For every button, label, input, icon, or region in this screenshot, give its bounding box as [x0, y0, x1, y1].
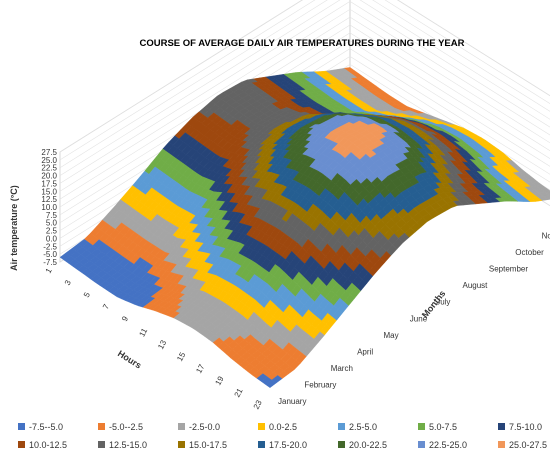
z-tick-label: 27.5: [41, 148, 57, 157]
legend-swatch: [18, 441, 25, 448]
legend-swatch: [338, 423, 345, 430]
legend-label: 0.0-2.5: [269, 422, 297, 432]
legend-swatch: [18, 423, 25, 430]
z-tick-label: -5.0: [43, 250, 57, 259]
z-tick-label: 10.0: [41, 203, 57, 212]
gridline: [59, 0, 550, 168]
z-axis-title: Air temperature (°C): [9, 185, 19, 271]
months-axis-ticks: January February March April May June July Augu…: [278, 232, 550, 407]
legend-swatch: [338, 441, 345, 448]
hours-axis-title: Hours: [116, 348, 143, 370]
legend-label: 10.0-12.5: [29, 440, 67, 450]
z-axis-ticks: 27.525.022.520.017.515.012.510.07.55.02.…: [41, 148, 57, 267]
gridline: [59, 16, 550, 200]
legend-label: 7.5-10.0: [509, 422, 542, 432]
z-tick-label: 5.0: [46, 219, 58, 228]
legend-label: -2.5-0.0: [189, 422, 220, 432]
hour-tick-label: 15: [175, 350, 187, 363]
month-tick-label: July: [436, 298, 450, 307]
gridline: [59, 0, 550, 176]
month-tick-label: March: [331, 364, 353, 373]
legend-swatch: [98, 441, 105, 448]
hour-tick-label: 11: [137, 326, 149, 338]
gridline: [59, 24, 550, 208]
month-tick-label: May: [384, 331, 399, 340]
month-tick-label: November: [542, 232, 550, 241]
legend-label: 12.5-15.0: [109, 440, 147, 450]
legend-swatch: [418, 441, 425, 448]
z-tick-label: 17.5: [41, 179, 57, 188]
chart-title: COURSE OF AVERAGE DAILY AIR TEMPERATURES…: [140, 38, 465, 49]
surface-plot: [59, 67, 550, 388]
legend-label: 25.0-27.5: [509, 440, 547, 450]
legend-swatch: [498, 441, 505, 448]
legend-label: -5.0--2.5: [109, 422, 143, 432]
z-tick-label: 7.5: [46, 211, 58, 220]
legend-swatch: [418, 423, 425, 430]
gridline: [59, 0, 550, 161]
hour-tick-label: 3: [63, 278, 73, 287]
hour-tick-label: 19: [213, 374, 225, 387]
z-tick-label: 2.5: [46, 227, 58, 236]
legend: -7.5--5.0 -5.0--2.5 -2.5-0.0 0.0-2.5 2.5-5.0…: [18, 422, 547, 450]
hour-tick-label: 7: [101, 302, 111, 311]
month-tick-label: January: [278, 397, 306, 406]
hour-tick-label: 13: [156, 338, 168, 351]
gridline: [59, 32, 550, 216]
z-tick-label: 12.5: [41, 195, 57, 204]
legend-swatch: [498, 423, 505, 430]
legend-label: 17.5-20.0: [269, 440, 307, 450]
z-tick-label: 0.0: [46, 234, 58, 243]
legend-swatch: [258, 441, 265, 448]
legend-label: 15.0-17.5: [189, 440, 227, 450]
legend-swatch: [98, 423, 105, 430]
gridline: [59, 8, 550, 192]
legend-label: 22.5-25.0: [429, 440, 467, 450]
month-tick-label: April: [357, 347, 373, 356]
hour-tick-label: 17: [194, 362, 206, 375]
hour-tick-label: 23: [252, 398, 264, 411]
legend-label: 2.5-5.0: [349, 422, 377, 432]
legend-label: 20.0-22.5: [349, 440, 387, 450]
z-tick-label: 25.0: [41, 156, 57, 165]
z-tick-label: -7.5: [43, 258, 57, 267]
legend-swatch: [178, 441, 185, 448]
legend-label: -7.5--5.0: [29, 422, 63, 432]
z-tick-label: -2.5: [43, 242, 57, 251]
z-tick-label: 22.5: [41, 164, 57, 173]
month-tick-label: June: [410, 314, 428, 323]
hour-tick-label: 5: [82, 290, 92, 299]
legend-swatch: [178, 423, 185, 430]
legend-swatch: [258, 423, 265, 430]
hour-tick-label: 1: [44, 266, 54, 275]
surface-cell: [265, 379, 277, 388]
gridline: [59, 1, 550, 184]
month-tick-label: September: [489, 265, 528, 274]
month-tick-label: October: [515, 248, 544, 257]
month-tick-label: August: [463, 281, 489, 290]
hour-tick-label: 9: [120, 314, 130, 323]
gridline: [59, 0, 550, 153]
z-tick-label: 20.0: [41, 172, 57, 181]
month-tick-label: February: [304, 381, 336, 390]
legend-label: 5.0-7.5: [429, 422, 457, 432]
z-tick-label: 15.0: [41, 187, 57, 196]
hour-tick-label: 21: [233, 386, 245, 399]
